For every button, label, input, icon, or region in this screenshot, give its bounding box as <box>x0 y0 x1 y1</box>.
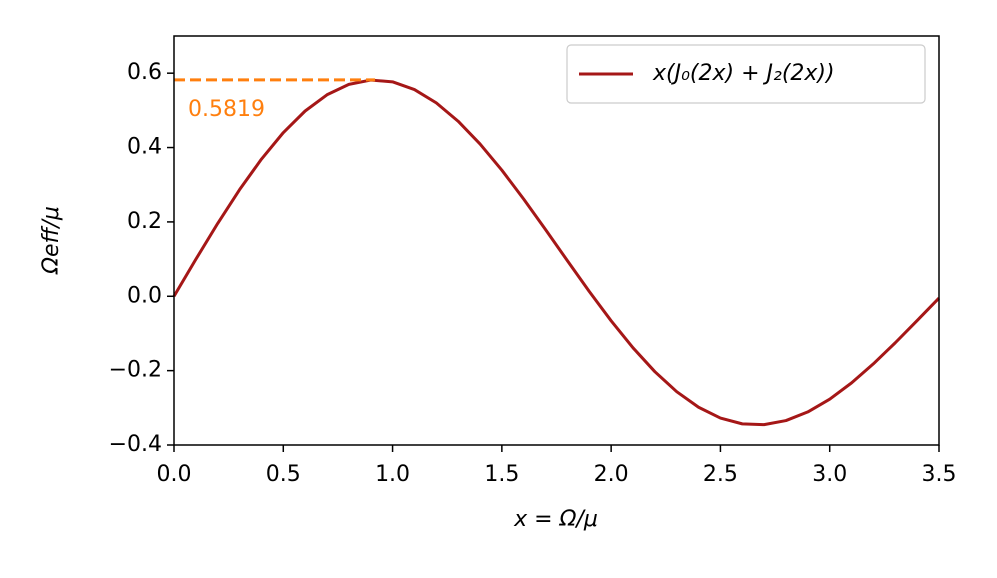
legend-label: x(J₀(2x) + J₂(2x)) <box>652 61 835 86</box>
y-tick-label: −0.4 <box>109 432 162 457</box>
x-tick-label: 2.0 <box>594 462 629 487</box>
y-tick-label: 0.6 <box>127 60 162 85</box>
x-tick-label: 1.5 <box>484 462 519 487</box>
x-axis-label: x = Ω/μ <box>513 507 598 532</box>
y-tick-label: 0.0 <box>127 283 162 308</box>
x-tick-label: 0.0 <box>157 462 192 487</box>
x-tick-label: 3.5 <box>922 462 957 487</box>
y-tick-label: 0.4 <box>127 135 162 160</box>
x-tick-label: 2.5 <box>703 462 738 487</box>
legend-box <box>566 44 926 104</box>
x-tick-label: 0.5 <box>266 462 301 487</box>
x-tick-label: 1.0 <box>375 462 410 487</box>
data-line <box>172 78 941 427</box>
y-axis-label: Ωeff/μ <box>39 206 64 275</box>
y-tick-label: −0.2 <box>109 358 162 383</box>
reference-label: 0.5819 <box>188 97 265 122</box>
x-tick-label: 3.0 <box>812 462 847 487</box>
axes-frame <box>173 35 940 446</box>
y-tick-label: 0.2 <box>127 209 162 234</box>
